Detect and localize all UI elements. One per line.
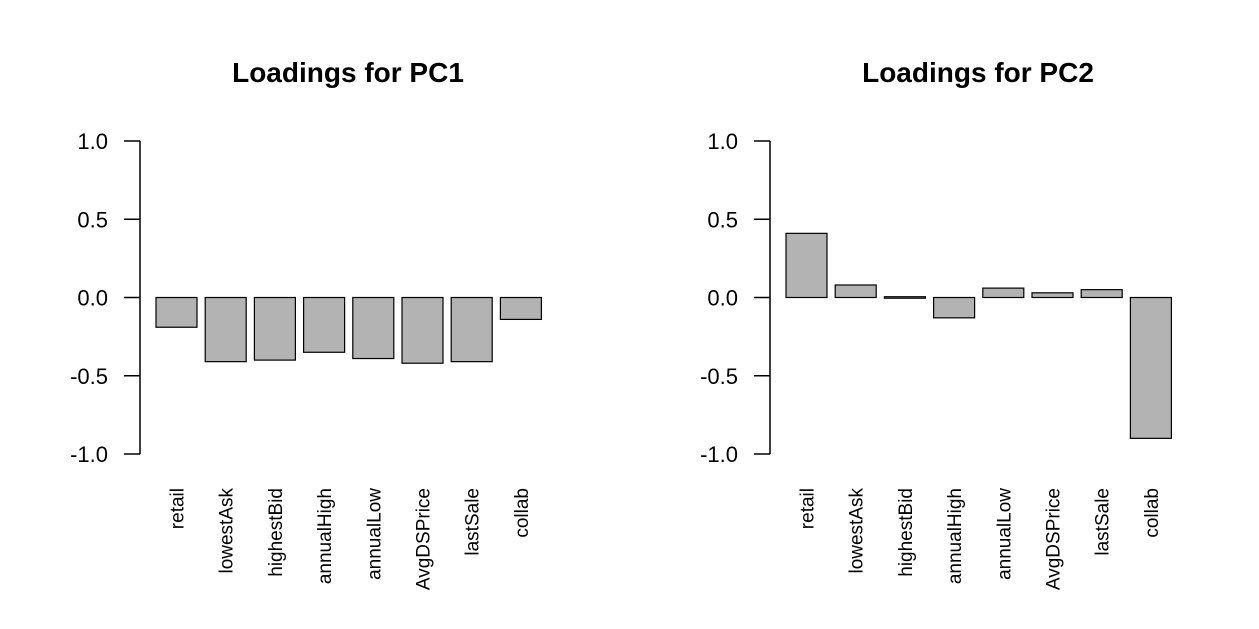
- chart-panel-pc1: Loadings for PC1 -1.0 -0.5 0.0 0.5 1.0 retail…: [70, 57, 542, 590]
- category-label: lowestAsk: [217, 488, 238, 574]
- bar-retail: [785, 232, 828, 299]
- y-tick-label: 0.5: [707, 207, 738, 232]
- bar-annualHigh: [932, 296, 976, 319]
- bar-lowestAsk: [204, 296, 247, 363]
- bar-retail: [155, 296, 198, 328]
- category-label: lastSale: [1093, 488, 1114, 556]
- category-label: AvgDSPrice: [1044, 488, 1065, 590]
- bar-annualLow: [352, 296, 395, 360]
- bar-collab: [1129, 296, 1173, 439]
- y-tick-label: -1.0: [70, 442, 108, 467]
- category-label: retail: [798, 488, 819, 529]
- y-tick-label: 0.0: [707, 286, 738, 311]
- y-tick-label: -0.5: [70, 364, 108, 389]
- bar-highestBid: [883, 296, 927, 299]
- bar-lastSale: [1080, 289, 1123, 299]
- bar-AvgDSPrice: [1031, 292, 1074, 299]
- bar-AvgDSPrice: [401, 296, 444, 364]
- category-label: highestBid: [266, 488, 287, 577]
- bar-collab: [499, 296, 542, 321]
- bar-annualHigh: [303, 296, 346, 353]
- y-tick-label: 1.0: [707, 129, 738, 154]
- chart-title: Loadings for PC1: [232, 57, 464, 88]
- chart-title: Loadings for PC2: [862, 57, 1094, 88]
- bar-lastSale: [450, 296, 493, 363]
- category-label: annualHigh: [315, 488, 336, 584]
- category-label: annualLow: [364, 488, 385, 580]
- y-tick-label: -1.0: [700, 442, 738, 467]
- category-label: lowestAsk: [847, 488, 868, 574]
- chart-panel-pc2: Loadings for PC2 -1.0 -0.5 0.0 0.5 1.0 retail…: [700, 57, 1173, 590]
- bar-annualLow: [982, 287, 1025, 299]
- category-label: highestBid: [896, 488, 917, 577]
- category-label: retail: [168, 488, 189, 529]
- category-label: collab: [512, 488, 533, 538]
- y-tick-label: 0.5: [77, 207, 108, 232]
- y-tick-label: 1.0: [77, 129, 108, 154]
- category-label: annualLow: [994, 488, 1015, 580]
- category-label: AvgDSPrice: [414, 488, 435, 590]
- category-label: lastSale: [463, 488, 484, 556]
- category-label: annualHigh: [945, 488, 966, 584]
- y-tick-label: -0.5: [700, 364, 738, 389]
- category-label: collab: [1142, 488, 1163, 538]
- bar-lowestAsk: [834, 284, 877, 299]
- bar-highestBid: [253, 296, 296, 361]
- y-tick-label: 0.0: [77, 286, 108, 311]
